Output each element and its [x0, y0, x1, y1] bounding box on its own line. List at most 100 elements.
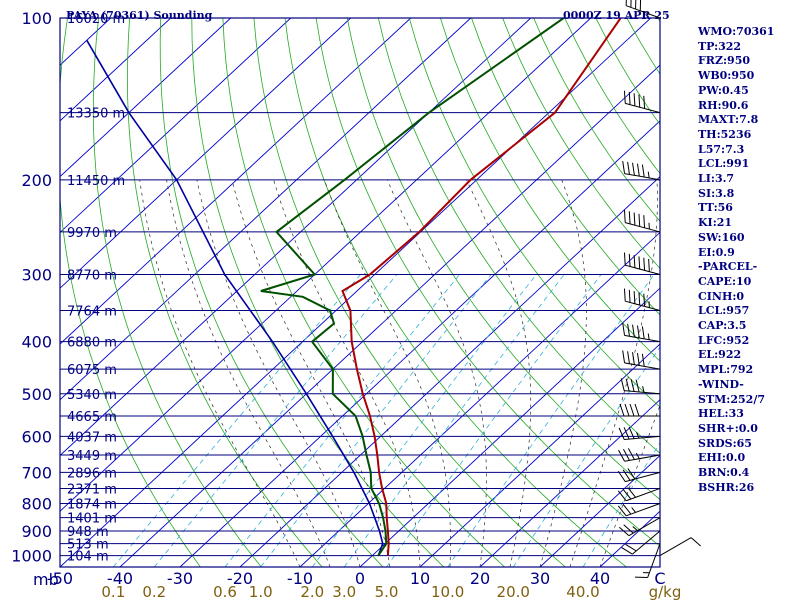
- mixing-ratio-line: [512, 346, 660, 567]
- wind-barb-flag: [628, 426, 635, 439]
- dry-adiabat-line: [92, 18, 262, 567]
- wind-barb-flag: [636, 325, 640, 339]
- moist-adiabat-line: [323, 179, 451, 567]
- wind-barb-staff: [647, 543, 661, 578]
- dry-adiabat-line: [782, 18, 800, 567]
- wind-barb: [622, 160, 661, 181]
- index-item: BRN:0.4: [698, 466, 750, 480]
- wind-barb-staff: [624, 390, 661, 395]
- moist-adiabat-line: [569, 179, 658, 567]
- indices-panel: WMO:70361 TP:322 FRZ:950 WB0:950 PW:0.45 RH:9…: [698, 25, 774, 496]
- mixing-ratio-label: 1.0: [249, 583, 273, 600]
- dry-adiabat-line: [502, 18, 660, 269]
- wind-barb-flag: [623, 252, 626, 266]
- wind-barb-flag: [628, 289, 631, 303]
- wind-barb-flag: [641, 326, 645, 339]
- index-item: KI:21: [698, 216, 733, 230]
- wind-barb-flag: [618, 449, 625, 462]
- wind-barb-flag: [636, 163, 640, 177]
- wind-barb-flag: [625, 543, 637, 552]
- wind-barb-flag: [628, 253, 631, 267]
- wind-barb-flag: [623, 90, 626, 104]
- wind-barb-staff: [625, 300, 661, 311]
- temperature-tick-label: -40: [107, 569, 133, 588]
- wind-barb: [618, 448, 661, 462]
- isotherm-line: [479, 399, 660, 567]
- wind-barb-flag: [638, 94, 641, 108]
- index-item: CINH:0: [698, 289, 745, 303]
- wind-barb-flag: [643, 257, 646, 271]
- wind-barb-staff: [625, 102, 661, 114]
- index-item: L57:7.3: [698, 142, 745, 156]
- wind-barb-flag: [625, 378, 630, 392]
- isotherm-line: [60, 18, 592, 512]
- wind-barb-flag: [627, 487, 636, 498]
- wind-barb-flag: [641, 353, 645, 367]
- mixing-ratio-line: [311, 274, 537, 567]
- temperature-tick-label: -50: [47, 569, 73, 588]
- pressure-tick-label: 900: [21, 522, 52, 541]
- index-item: CAP:3.5: [698, 319, 747, 333]
- index-item: CAPE:10: [698, 274, 752, 288]
- height-label: 7764 m: [67, 304, 117, 319]
- wind-barb-flag: [619, 526, 630, 537]
- pressure-tick-label: 1000: [11, 547, 52, 566]
- wind-barb-flag: [621, 547, 633, 555]
- temperature-tick-label: 10: [410, 569, 430, 588]
- wind-barb-flag: [628, 211, 631, 224]
- index-item: PW:0.45: [698, 83, 749, 97]
- moist-adiabat-line: [273, 179, 421, 567]
- moist-adiabat-line: [386, 179, 487, 567]
- wind-barb-flag: [620, 378, 625, 391]
- index-item: TP:322: [698, 39, 742, 53]
- wind-barb-half: [636, 432, 640, 439]
- wind-barb-flag: [648, 259, 650, 272]
- index-item: LCL:991: [698, 157, 750, 171]
- wind-barb-flag: [629, 403, 635, 417]
- height-label: 1401 m: [67, 512, 117, 527]
- wind-barb-flag: [627, 468, 636, 480]
- index-item: MAXT:7.8: [698, 113, 759, 127]
- dry-adiabat-line: [284, 18, 627, 567]
- wind-barb-flag: [627, 161, 630, 175]
- height-label: 2371 m: [67, 482, 117, 497]
- isotherm-line: [419, 343, 660, 567]
- wind-barb-flag: [622, 488, 632, 500]
- wind-barb-flag: [622, 322, 626, 336]
- dry-adiabat-line: [408, 18, 660, 408]
- wind-barb-flag: [617, 490, 627, 502]
- wind-barb: [622, 350, 661, 370]
- isotherm-line: [60, 18, 232, 178]
- height-label: 948 m: [67, 525, 109, 540]
- wind-barb-flag: [643, 95, 646, 109]
- wind-barb: [621, 530, 661, 555]
- wind-barb: [622, 322, 661, 343]
- wind-barb-flag: [622, 160, 626, 174]
- wind-barb-flag: [627, 351, 630, 364]
- pressure-tick-label: 600: [21, 427, 52, 446]
- mixing-ratio-label: 0.2: [142, 583, 166, 600]
- pressure-tick-label: 300: [21, 266, 52, 285]
- wind-barb-flag: [633, 291, 636, 304]
- wind-barb-flag: [638, 213, 641, 227]
- index-item: BSHR:26: [698, 480, 755, 494]
- dry-adiabat-line: [440, 18, 660, 362]
- wind-barb: [623, 288, 661, 311]
- mixing-ratio-label: 3.0: [332, 583, 356, 600]
- wind-barb-flag: [622, 503, 632, 515]
- wind-barb-flag: [627, 448, 635, 460]
- temperature-axis-label: C: [654, 569, 665, 588]
- mixing-ratio-label: 20.0: [497, 583, 530, 600]
- mixing-ratio-line: [343, 274, 565, 567]
- height-label: 4037 m: [67, 430, 117, 445]
- wind-barb-flag: [622, 469, 631, 481]
- pressure-tick-label: 400: [21, 333, 52, 352]
- wind-barb: [619, 403, 660, 417]
- temperature-tick-label: 20: [470, 569, 490, 588]
- index-item: MPL:792: [698, 363, 754, 377]
- wind-barb-flag: [623, 209, 626, 223]
- isotherm-line: [60, 18, 472, 401]
- dry-adiabat-line: [315, 18, 660, 547]
- wind-barb-staff: [625, 471, 661, 483]
- wind-barb: [635, 543, 661, 578]
